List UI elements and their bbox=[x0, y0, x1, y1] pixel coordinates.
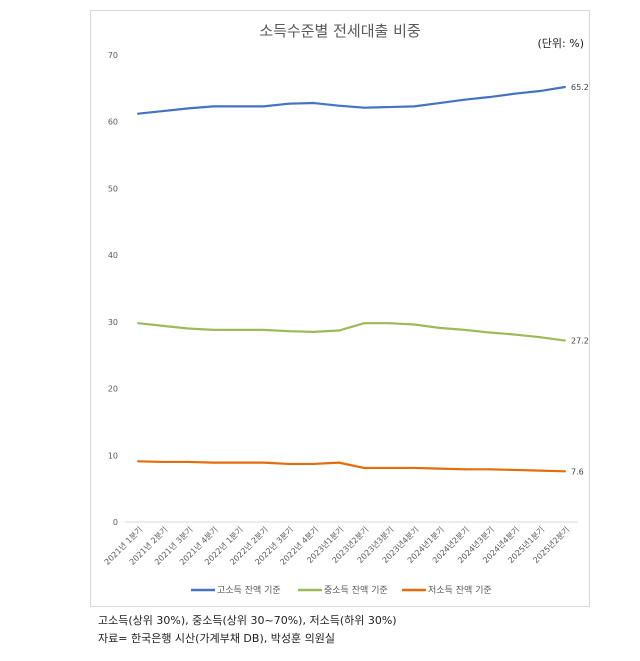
data-point bbox=[187, 460, 190, 463]
data-point bbox=[212, 461, 215, 464]
data-point bbox=[187, 327, 190, 330]
data-point bbox=[488, 96, 491, 99]
data-point bbox=[212, 105, 215, 108]
data-point bbox=[413, 323, 416, 326]
data-point bbox=[463, 98, 466, 101]
data-point bbox=[162, 110, 165, 113]
data-point bbox=[287, 330, 290, 333]
data-point bbox=[438, 467, 441, 470]
data-point bbox=[488, 468, 491, 471]
data-point bbox=[388, 322, 391, 325]
data-point bbox=[162, 460, 165, 463]
data-point bbox=[463, 328, 466, 331]
data-point bbox=[237, 105, 240, 108]
data-point bbox=[363, 466, 366, 469]
y-tick-label: 30 bbox=[108, 318, 118, 327]
data-point bbox=[538, 336, 541, 339]
data-point bbox=[564, 470, 566, 473]
data-label: 65.2 bbox=[571, 83, 589, 92]
data-point bbox=[363, 322, 366, 325]
data-point bbox=[564, 339, 566, 342]
data-point bbox=[237, 328, 240, 331]
y-tick-label: 10 bbox=[108, 451, 118, 460]
data-point bbox=[312, 330, 315, 333]
data-point bbox=[212, 328, 215, 331]
data-point bbox=[162, 324, 165, 327]
y-tick-label: 70 bbox=[108, 51, 118, 60]
legend-label: 중소득 잔액 기준 bbox=[324, 584, 388, 596]
data-point bbox=[287, 462, 290, 465]
data-point bbox=[337, 104, 340, 107]
data-point bbox=[337, 329, 340, 332]
data-point bbox=[363, 106, 366, 109]
y-tick-label: 40 bbox=[108, 251, 118, 260]
note-source: 자료= 한국은행 시산(가계부채 DB), 박성훈 의원실 bbox=[98, 632, 335, 645]
data-point bbox=[488, 331, 491, 334]
data-point bbox=[262, 328, 265, 331]
data-label: 7.6 bbox=[571, 467, 584, 476]
data-point bbox=[137, 460, 139, 463]
data-point bbox=[287, 102, 290, 105]
data-point bbox=[413, 105, 416, 108]
data-point bbox=[388, 106, 391, 109]
series-line-1 bbox=[137, 85, 566, 115]
y-tick-label: 60 bbox=[108, 118, 118, 127]
note-income-definition: 고소득(상위 30%), 중소득(상위 30~70%), 저소득(하위 30%) bbox=[98, 614, 397, 627]
data-label: 27.2 bbox=[571, 337, 589, 346]
data-point bbox=[538, 469, 541, 472]
data-point bbox=[187, 107, 190, 110]
y-tick-label: 0 bbox=[113, 518, 118, 527]
data-point bbox=[262, 105, 265, 108]
data-point bbox=[388, 466, 391, 469]
y-tick-label: 20 bbox=[108, 385, 118, 394]
legend-label: 저소득 잔액 기준 bbox=[428, 584, 492, 596]
unit-label: (단위: %) bbox=[537, 37, 584, 50]
data-point bbox=[337, 461, 340, 464]
data-point bbox=[262, 461, 265, 464]
data-point bbox=[564, 86, 566, 89]
series-line-3 bbox=[137, 460, 566, 473]
data-point bbox=[538, 90, 541, 93]
data-point bbox=[438, 326, 441, 329]
data-point bbox=[413, 466, 416, 469]
data-point bbox=[513, 333, 516, 336]
data-point bbox=[463, 468, 466, 471]
series-line-2 bbox=[137, 322, 566, 342]
data-point bbox=[237, 461, 240, 464]
data-point bbox=[312, 462, 315, 465]
data-point bbox=[137, 112, 139, 115]
data-point bbox=[312, 102, 315, 105]
data-point bbox=[438, 102, 441, 105]
data-point bbox=[137, 322, 139, 325]
data-point bbox=[513, 468, 516, 471]
chart-title: 소득수준별 전세대출 비중 bbox=[259, 22, 421, 40]
legend-label: 고소득 잔액 기준 bbox=[217, 584, 281, 596]
data-point bbox=[513, 92, 516, 95]
y-tick-label: 50 bbox=[108, 184, 118, 193]
